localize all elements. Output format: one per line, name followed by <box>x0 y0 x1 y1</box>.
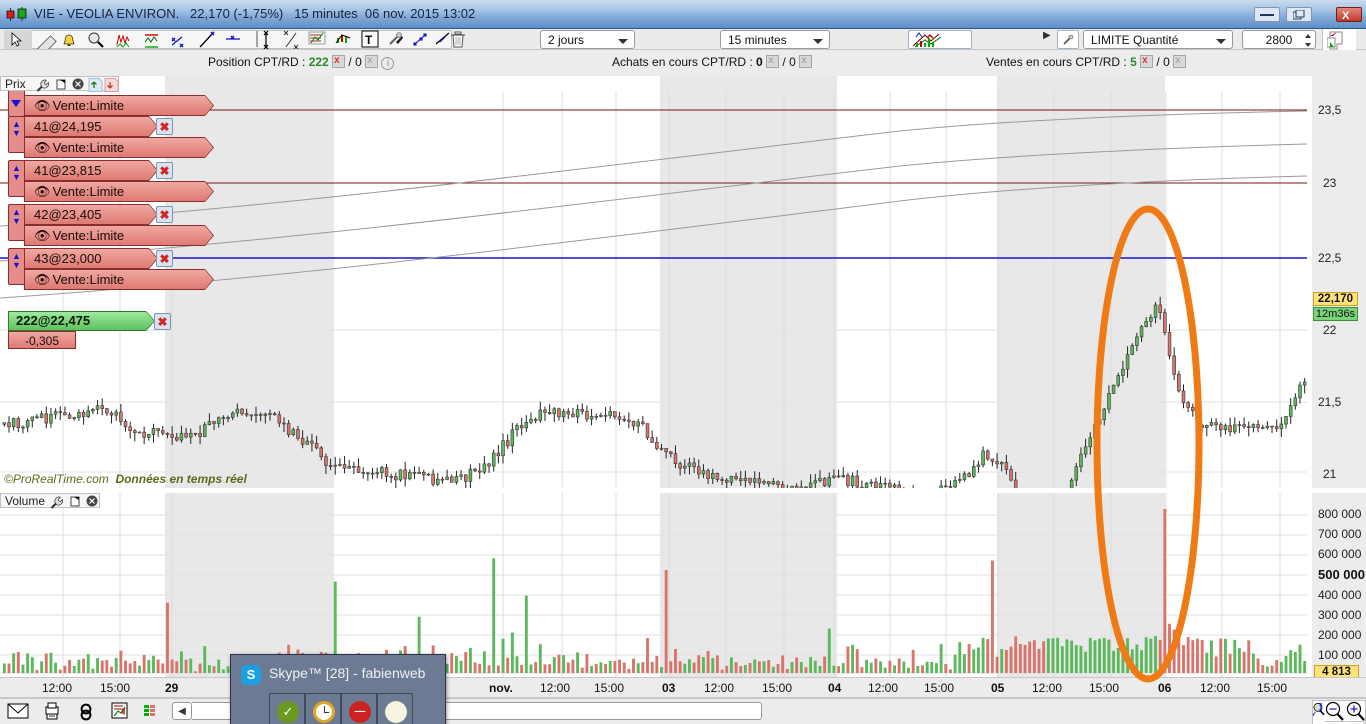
svg-text:T: T <box>365 33 373 47</box>
